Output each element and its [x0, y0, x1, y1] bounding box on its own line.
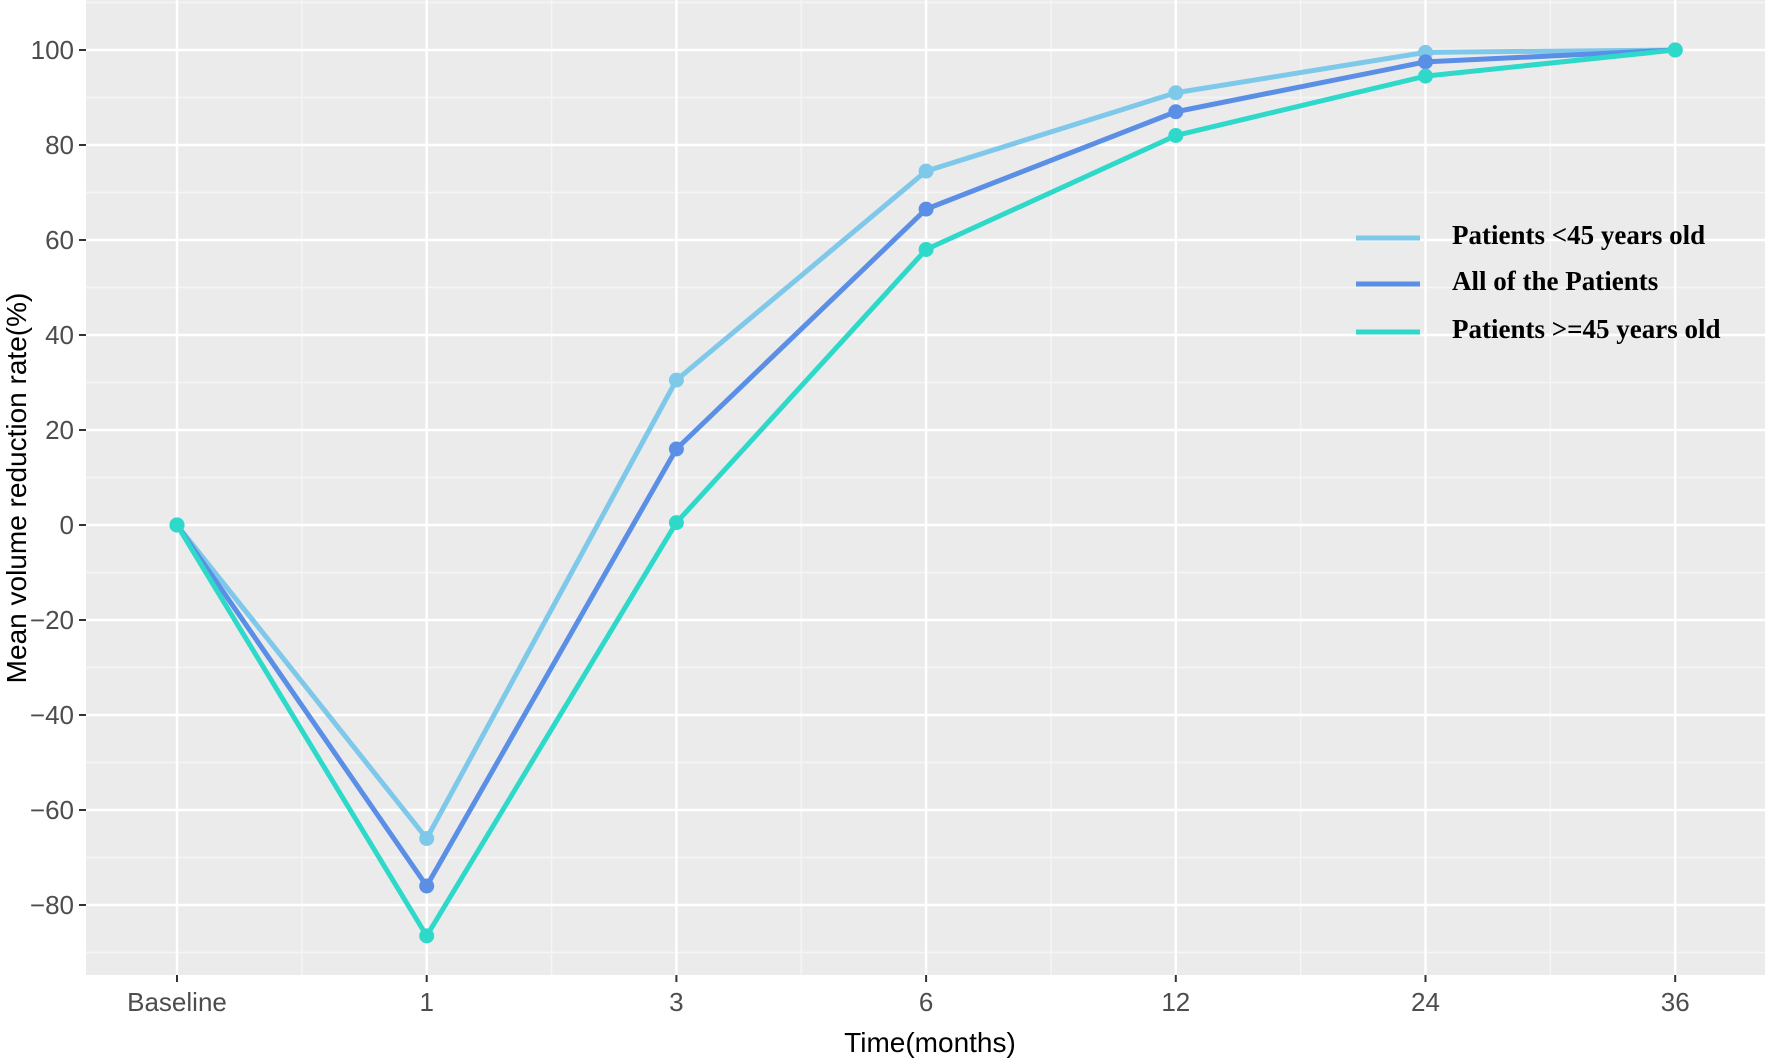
legend-label: Patients <45 years old [1452, 220, 1705, 250]
x-axis: Baseline 1 3 6 12 24 36 [127, 975, 1690, 1017]
y-tick-label: −20 [30, 605, 74, 635]
major-gridlines [86, 0, 1765, 975]
data-point [1418, 54, 1433, 70]
y-axis-title: Mean volume reduction rate(%) [1, 293, 32, 684]
legend-label: Patients >=45 years old [1452, 314, 1721, 344]
y-axis: −80 −60 −40 −20 0 20 40 60 80 100 [30, 35, 86, 920]
y-tick-label: 60 [45, 225, 74, 255]
data-point [169, 517, 185, 533]
data-point [1418, 68, 1433, 84]
x-tick-label: 3 [669, 987, 683, 1017]
x-tick-label: 1 [419, 987, 433, 1017]
x-tick-label: 24 [1411, 987, 1440, 1017]
x-tick-label: Baseline [127, 987, 227, 1017]
legend-label: All of the Patients [1452, 266, 1658, 296]
y-tick-label: 20 [45, 415, 74, 445]
legend: Patients <45 years old All of the Patient… [1356, 220, 1721, 344]
y-tick-label: 100 [31, 35, 74, 65]
data-point [419, 928, 435, 944]
data-point [668, 515, 684, 531]
y-tick-label: 40 [45, 320, 74, 350]
data-point [918, 242, 934, 257]
series-3 [169, 42, 1683, 944]
data-point [1168, 104, 1184, 120]
y-tick-label: 80 [45, 130, 74, 160]
data-point [1168, 128, 1184, 143]
data-point [668, 441, 684, 457]
data-point [419, 831, 435, 846]
x-axis-title: Time(months) [844, 1027, 1016, 1058]
data-point [668, 372, 684, 388]
data-point [918, 201, 934, 217]
x-tick-label: 6 [919, 987, 933, 1017]
y-tick-label: −60 [30, 795, 74, 825]
y-tick-label: 0 [60, 510, 74, 540]
series-layer [169, 42, 1683, 944]
y-tick-label: −80 [30, 890, 74, 920]
x-tick-label: 12 [1161, 987, 1190, 1017]
x-tick-label: 36 [1661, 987, 1690, 1017]
data-point [419, 878, 435, 894]
y-tick-label: −40 [30, 700, 74, 730]
data-point [918, 163, 934, 179]
data-point [1667, 42, 1683, 58]
data-point [1168, 85, 1184, 101]
